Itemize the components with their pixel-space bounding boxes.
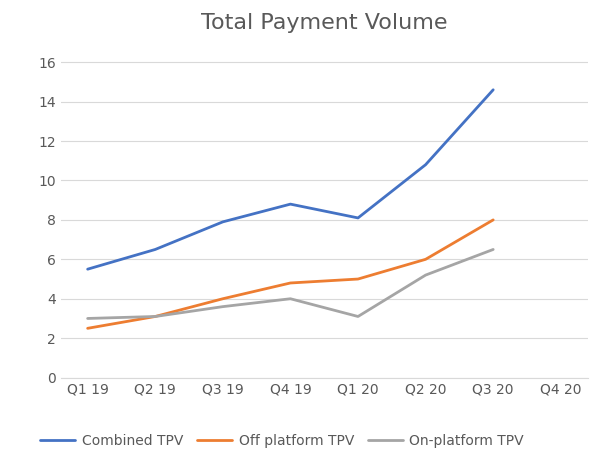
Line: Off platform TPV: Off platform TPV: [88, 220, 493, 329]
Line: Combined TPV: Combined TPV: [88, 90, 493, 269]
Off platform TPV: [152, 314, 159, 320]
Off platform TPV: [219, 296, 227, 302]
On-platform TPV: [422, 272, 429, 278]
Off platform TPV: [490, 217, 497, 223]
Line: On-platform TPV: On-platform TPV: [88, 250, 493, 319]
On-platform TPV: [355, 314, 362, 320]
On-platform TPV: [287, 296, 294, 302]
Combined TPV: [355, 215, 362, 221]
Off platform TPV: [355, 276, 362, 282]
Off platform TPV: [422, 256, 429, 262]
On-platform TPV: [84, 316, 92, 321]
Combined TPV: [490, 87, 497, 93]
Off platform TPV: [84, 326, 92, 331]
On-platform TPV: [219, 304, 227, 310]
Combined TPV: [287, 201, 294, 207]
On-platform TPV: [490, 247, 497, 253]
Combined TPV: [219, 219, 227, 225]
Combined TPV: [422, 162, 429, 168]
Off platform TPV: [287, 280, 294, 286]
Legend: Combined TPV, Off platform TPV, On-platform TPV: Combined TPV, Off platform TPV, On-platf…: [35, 428, 530, 453]
Combined TPV: [152, 247, 159, 253]
Title: Total Payment Volume: Total Payment Volume: [201, 13, 447, 33]
On-platform TPV: [152, 314, 159, 320]
Combined TPV: [84, 266, 92, 272]
